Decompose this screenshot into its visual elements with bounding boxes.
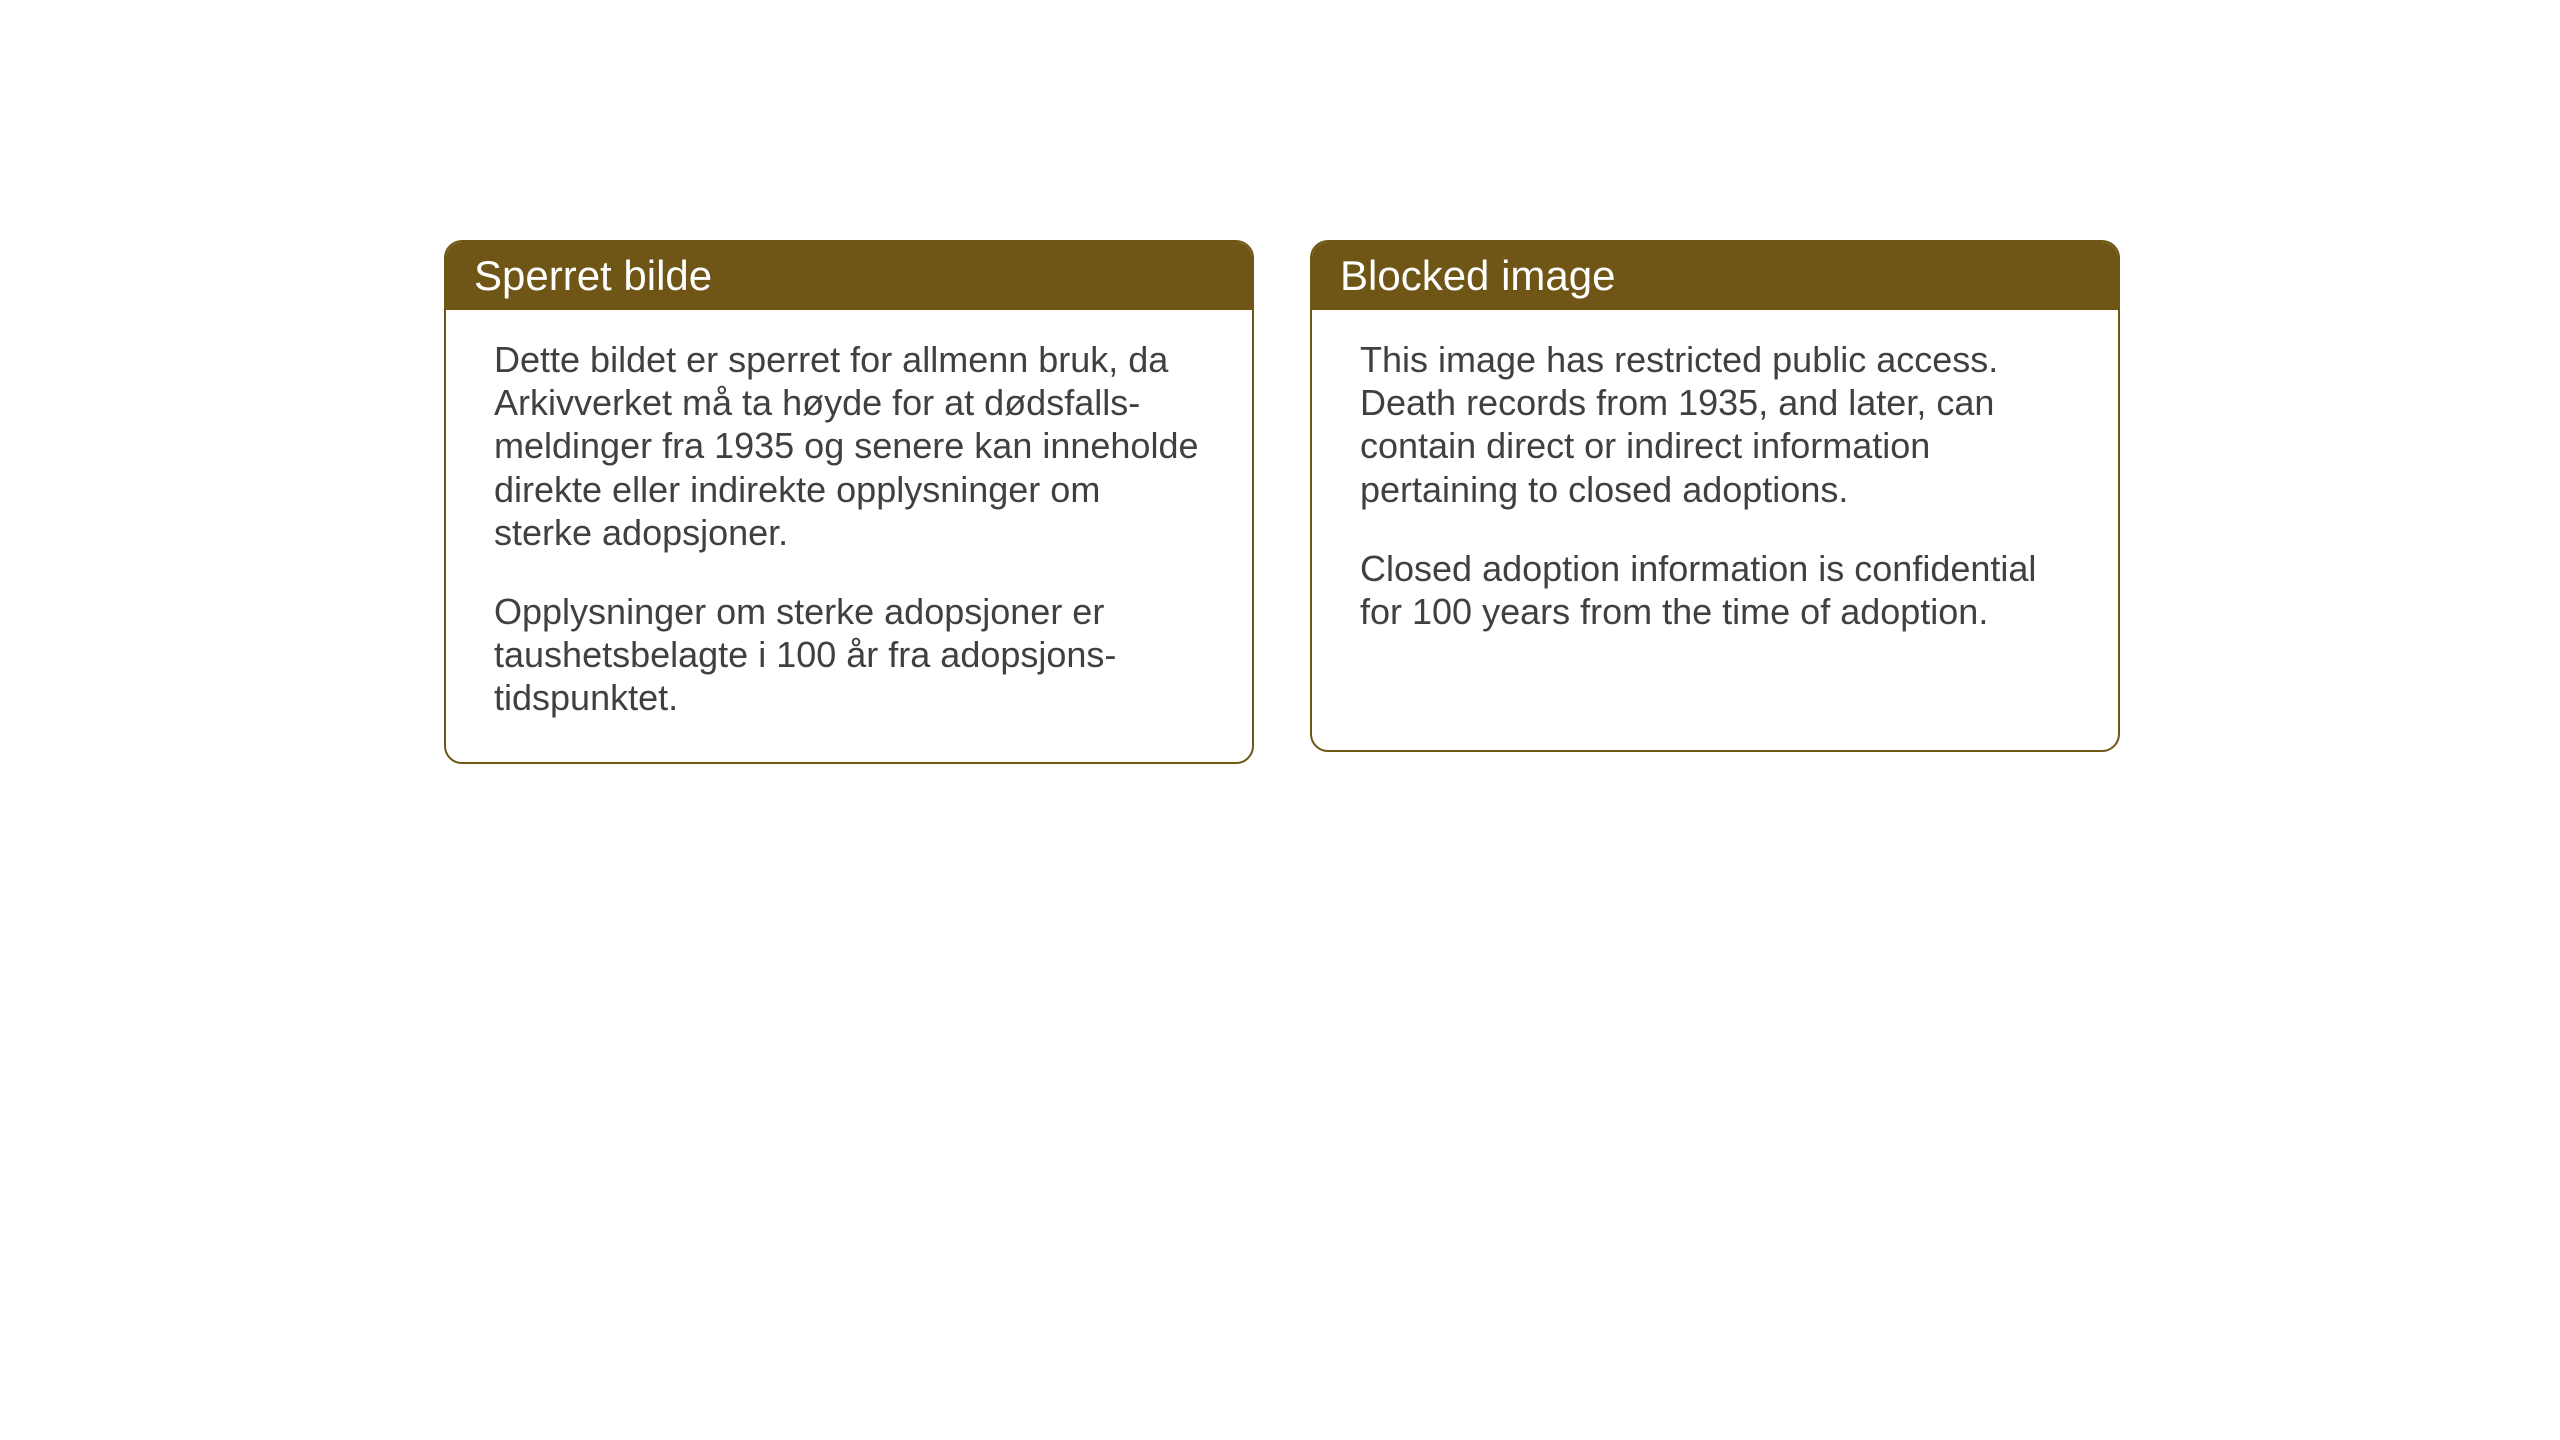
card-paragraph2-norwegian: Opplysninger om sterke adopsjoner er tau… [494,590,1204,720]
card-paragraph2-english: Closed adoption information is confident… [1360,547,2070,633]
card-header-norwegian: Sperret bilde [446,242,1252,310]
notice-container: Sperret bilde Dette bildet er sperret fo… [444,240,2120,764]
card-title-norwegian: Sperret bilde [474,252,712,299]
card-body-english: This image has restricted public access.… [1312,310,2118,675]
card-body-norwegian: Dette bildet er sperret for allmenn bruk… [446,310,1252,762]
notice-card-norwegian: Sperret bilde Dette bildet er sperret fo… [444,240,1254,764]
card-header-english: Blocked image [1312,242,2118,310]
card-title-english: Blocked image [1340,252,1615,299]
notice-card-english: Blocked image This image has restricted … [1310,240,2120,752]
card-paragraph1-norwegian: Dette bildet er sperret for allmenn bruk… [494,338,1204,554]
card-paragraph1-english: This image has restricted public access.… [1360,338,2070,511]
